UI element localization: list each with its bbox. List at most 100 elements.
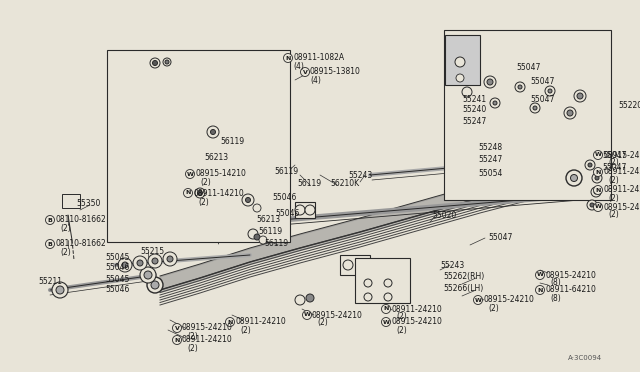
Circle shape [295,295,305,305]
Text: B: B [47,218,52,222]
Circle shape [165,60,169,64]
Circle shape [137,260,143,266]
Text: 55243: 55243 [440,260,464,269]
Text: (2): (2) [396,312,407,321]
Text: 55020: 55020 [432,211,456,219]
Circle shape [593,151,602,160]
Circle shape [530,103,540,113]
Text: (8): (8) [550,279,561,288]
Text: N: N [383,307,388,311]
Text: (4): (4) [310,77,321,86]
Text: 56210K: 56210K [330,180,359,189]
Text: 55266(LH): 55266(LH) [443,285,483,294]
Text: (4): (4) [293,62,304,71]
Circle shape [259,236,267,244]
Circle shape [384,279,392,287]
Circle shape [167,256,173,262]
Text: 55350: 55350 [76,199,100,208]
Bar [445,35,480,85]
Text: (2): (2) [608,176,619,185]
Text: (2): (2) [198,198,209,206]
Text: 55215: 55215 [140,247,164,257]
Text: V: V [303,70,307,74]
Circle shape [545,86,555,96]
Circle shape [225,317,234,327]
Circle shape [173,324,182,333]
Circle shape [595,176,599,180]
Circle shape [570,174,577,182]
Bar [355,258,410,303]
Text: 08911-64210: 08911-64210 [545,285,596,295]
Text: 08110-81662: 08110-81662 [55,240,106,248]
Circle shape [295,205,305,215]
Text: 55047: 55047 [530,94,554,103]
Circle shape [587,200,597,210]
Circle shape [198,190,202,196]
Circle shape [536,270,545,279]
Text: 55046: 55046 [105,263,129,273]
Text: V: V [175,326,179,330]
Text: N: N [595,170,601,174]
Text: 08915-24210: 08915-24210 [312,311,363,320]
Circle shape [140,267,156,283]
Text: 08915-14210: 08915-14210 [195,170,246,179]
Circle shape [567,110,573,116]
Text: (2): (2) [240,326,251,334]
Text: 08915-24210: 08915-24210 [182,324,233,333]
Circle shape [462,87,472,97]
Bar [444,30,611,200]
Circle shape [163,252,177,266]
Circle shape [548,89,552,93]
Circle shape [306,294,314,302]
Circle shape [150,58,160,68]
Circle shape [118,258,132,272]
Circle shape [381,317,390,327]
Text: 08915-24210: 08915-24210 [603,202,640,212]
Circle shape [163,58,171,66]
Text: 56119: 56119 [264,240,288,248]
Text: 08911-1082A: 08911-1082A [293,54,344,62]
Text: N: N [538,288,543,292]
Circle shape [45,215,54,224]
Circle shape [242,194,254,206]
Text: (2): (2) [200,179,211,187]
Text: 55046: 55046 [275,209,300,218]
Circle shape [148,254,162,268]
Text: N: N [285,55,291,61]
Circle shape [381,305,390,314]
Circle shape [152,258,158,264]
Circle shape [151,281,159,289]
Circle shape [152,61,157,65]
Circle shape [585,160,595,170]
Circle shape [574,90,586,102]
Text: 08915-24210: 08915-24210 [545,270,596,279]
Text: 55211: 55211 [38,278,62,286]
Circle shape [284,54,292,62]
Circle shape [364,279,372,287]
Text: 55247: 55247 [462,118,486,126]
Circle shape [56,286,64,294]
Text: 55047: 55047 [602,151,627,160]
Text: (2): (2) [317,318,328,327]
Text: 56119: 56119 [297,179,321,187]
Text: 55046: 55046 [105,285,129,295]
Circle shape [45,240,54,248]
Circle shape [593,186,602,195]
Text: A·3C0094: A·3C0094 [568,355,602,361]
Circle shape [593,167,602,176]
Text: 55047: 55047 [530,77,554,87]
Circle shape [144,271,152,279]
Text: (2): (2) [60,224,71,234]
Text: 55220: 55220 [618,100,640,109]
Text: W: W [383,320,389,324]
Text: 56119: 56119 [274,167,298,176]
Circle shape [254,234,260,240]
Circle shape [303,311,312,320]
Text: 56213: 56213 [256,215,280,224]
Text: W: W [303,312,310,317]
Circle shape [195,188,205,198]
Circle shape [248,229,258,239]
Text: (2): (2) [608,158,619,167]
Circle shape [357,260,367,270]
Text: (8): (8) [550,294,561,302]
